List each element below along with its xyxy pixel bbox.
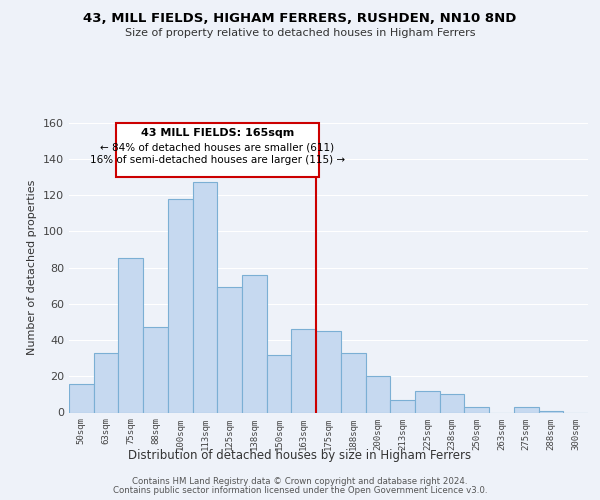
Text: Size of property relative to detached houses in Higham Ferrers: Size of property relative to detached ho…: [125, 28, 475, 38]
Bar: [292, 329, 316, 412]
Bar: [316, 331, 341, 412]
Text: 16% of semi-detached houses are larger (115) →: 16% of semi-detached houses are larger (…: [90, 155, 345, 165]
Bar: [341, 352, 365, 412]
Bar: [118, 258, 143, 412]
Text: Distribution of detached houses by size in Higham Ferrers: Distribution of detached houses by size …: [128, 448, 472, 462]
Bar: [242, 275, 267, 412]
Y-axis label: Number of detached properties: Number of detached properties: [28, 180, 37, 355]
Text: 43, MILL FIELDS, HIGHAM FERRERS, RUSHDEN, NN10 8ND: 43, MILL FIELDS, HIGHAM FERRERS, RUSHDEN…: [83, 12, 517, 26]
Bar: [217, 288, 242, 412]
Text: ← 84% of detached houses are smaller (611): ← 84% of detached houses are smaller (61…: [100, 142, 334, 152]
Bar: [390, 400, 415, 412]
Bar: [69, 384, 94, 412]
FancyBboxPatch shape: [116, 122, 319, 177]
Bar: [539, 410, 563, 412]
Bar: [267, 354, 292, 412]
Text: 43 MILL FIELDS: 165sqm: 43 MILL FIELDS: 165sqm: [140, 128, 294, 138]
Bar: [464, 407, 489, 412]
Bar: [168, 198, 193, 412]
Text: Contains HM Land Registry data © Crown copyright and database right 2024.: Contains HM Land Registry data © Crown c…: [132, 477, 468, 486]
Text: Contains public sector information licensed under the Open Government Licence v3: Contains public sector information licen…: [113, 486, 487, 495]
Bar: [143, 328, 168, 412]
Bar: [94, 352, 118, 412]
Bar: [514, 407, 539, 412]
Bar: [193, 182, 217, 412]
Bar: [440, 394, 464, 412]
Bar: [365, 376, 390, 412]
Bar: [415, 391, 440, 412]
